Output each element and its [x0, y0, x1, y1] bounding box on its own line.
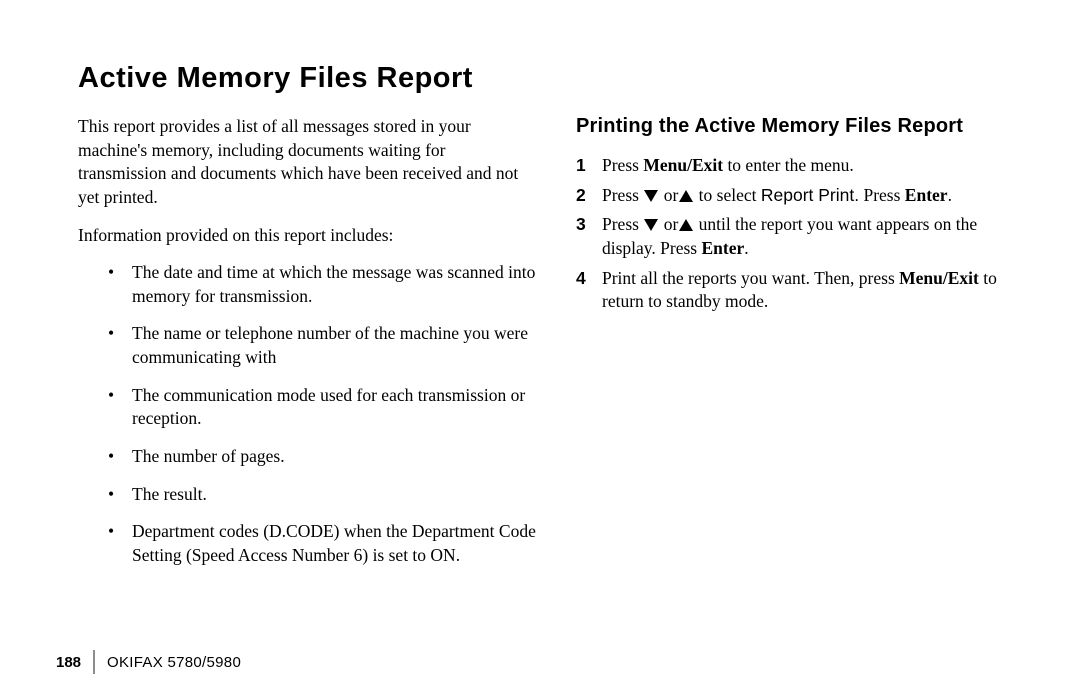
two-column-layout: This report provides a list of all messa…	[78, 115, 1028, 581]
step-text-fragment: .	[744, 238, 748, 258]
step-text-fragment: Press	[859, 185, 905, 205]
list-item: The number of pages.	[108, 445, 538, 469]
step-text-fragment: Press	[602, 185, 643, 205]
list-item: The date and time at which the message w…	[108, 261, 538, 308]
step-row: 1 Press Menu/Exit to enter the menu.	[576, 154, 1028, 178]
bold-keyword: Enter	[905, 185, 948, 205]
step-text-fragment: Press	[602, 155, 643, 175]
step-text: Print all the reports you want. Then, pr…	[602, 267, 1028, 314]
document-page: Active Memory Files Report This report p…	[0, 0, 1080, 698]
bold-keyword: Enter	[702, 238, 745, 258]
intro-paragraph-2: Information provided on this report incl…	[78, 224, 538, 248]
list-item: The result.	[108, 483, 538, 507]
numbered-steps: 1 Press Menu/Exit to enter the menu. 2 P…	[576, 154, 1028, 314]
up-arrow-icon	[679, 190, 693, 202]
left-column: This report provides a list of all messa…	[78, 115, 538, 581]
step-text-fragment: Print all the reports you want. Then, pr…	[602, 268, 899, 288]
list-item: Department codes (D.CODE) when the Depar…	[108, 520, 538, 567]
step-number: 3	[576, 213, 602, 260]
step-text-fragment: until the report you want appears on the…	[602, 214, 977, 258]
step-text-fragment: to enter the menu.	[723, 155, 854, 175]
bold-keyword: Menu/Exit	[899, 268, 979, 288]
section-heading: Printing the Active Memory Files Report	[576, 115, 1028, 138]
step-text-fragment: .	[948, 185, 952, 205]
right-column: Printing the Active Memory Files Report …	[576, 115, 1028, 581]
page-footer: 188 OKIFAX 5780/5980	[56, 650, 241, 674]
up-arrow-icon	[679, 219, 693, 231]
list-item: The name or telephone number of the mach…	[108, 322, 538, 369]
list-item: The communication mode used for each tra…	[108, 384, 538, 431]
ui-label: Report Print.	[761, 185, 859, 205]
step-row: 4 Print all the reports you want. Then, …	[576, 267, 1028, 314]
step-row: 2 Press or to select Report Print. Press…	[576, 184, 1028, 208]
step-number: 2	[576, 184, 602, 208]
step-text-fragment: to select	[694, 185, 761, 205]
step-text: Press or to select Report Print. Press E…	[602, 184, 1028, 208]
step-number: 1	[576, 154, 602, 178]
page-title: Active Memory Files Report	[78, 62, 1028, 95]
down-arrow-icon	[644, 219, 658, 231]
step-text: Press or until the report you want appea…	[602, 213, 1028, 260]
intro-paragraph-1: This report provides a list of all messa…	[78, 115, 538, 210]
bullet-list: The date and time at which the message w…	[78, 261, 538, 567]
footer-divider	[93, 650, 95, 674]
step-text-fragment: Press	[602, 214, 643, 234]
step-row: 3 Press or until the report you want app…	[576, 213, 1028, 260]
product-name: OKIFAX 5780/5980	[107, 654, 241, 671]
step-text: Press Menu/Exit to enter the menu.	[602, 154, 1028, 178]
down-arrow-icon	[644, 190, 658, 202]
step-number: 4	[576, 267, 602, 314]
bold-keyword: Menu/Exit	[643, 155, 723, 175]
page-number: 188	[56, 654, 93, 671]
